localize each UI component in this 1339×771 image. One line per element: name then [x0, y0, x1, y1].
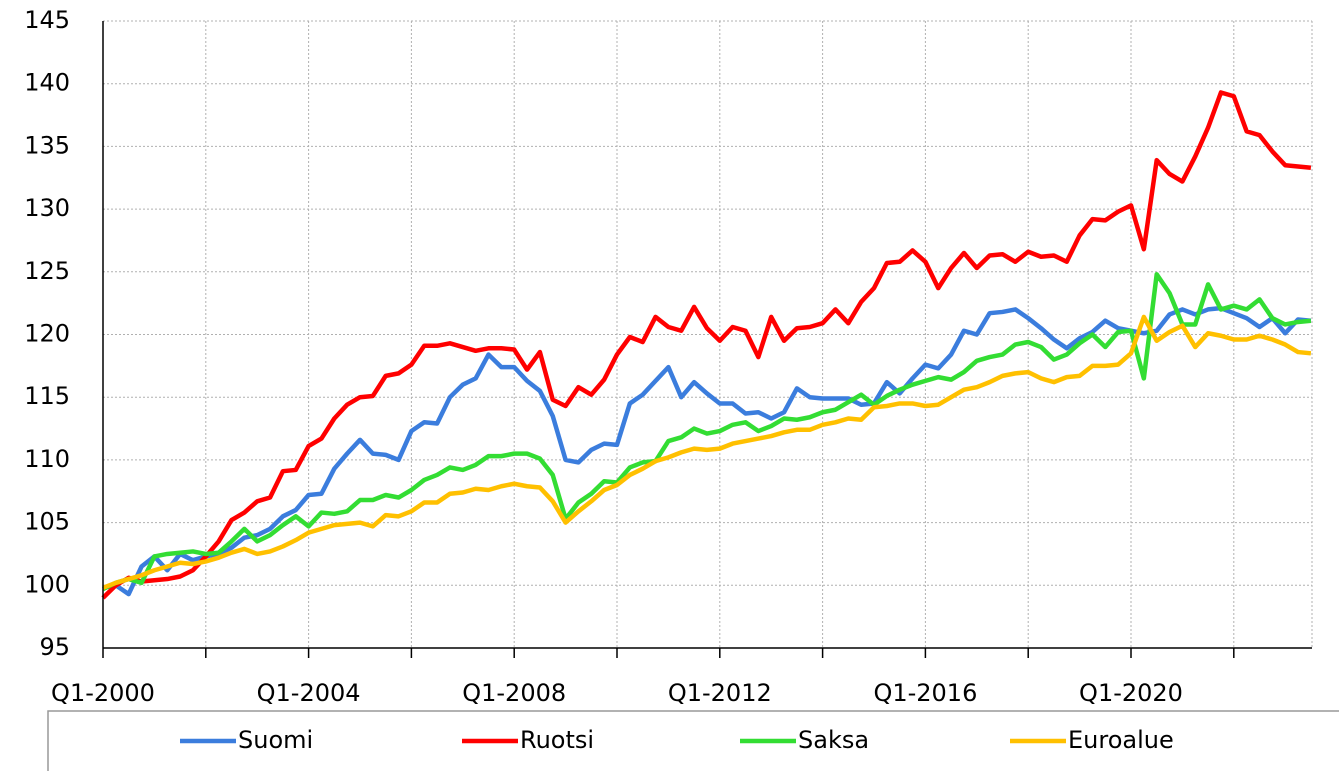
legend-label: Euroalue: [1068, 726, 1174, 754]
x-tick-label: Q1-2012: [668, 679, 772, 707]
x-tick-label: Q1-2016: [873, 679, 977, 707]
y-tick-label: 125: [24, 257, 70, 285]
lines: [101, 90, 1312, 600]
legend: Suomi Ruotsi Saksa Euroalue: [180, 726, 1174, 754]
series-line: [101, 90, 1312, 600]
y-tick-label: 140: [24, 69, 70, 97]
y-tick-label: 135: [24, 131, 70, 159]
x-tick-label: Q1-2020: [1079, 679, 1183, 707]
y-tick-label: 95: [39, 633, 70, 661]
y-tick-label: 110: [24, 445, 70, 473]
series-line: [102, 272, 1312, 592]
y-tick-label: 105: [24, 508, 70, 536]
legend-box: [47, 710, 1339, 771]
y-tick-label: 100: [24, 570, 70, 598]
series-line: [102, 314, 1312, 590]
x-tick-label: Q1-2000: [51, 679, 155, 707]
y-tick-label: 130: [24, 194, 70, 222]
y-tick-label: 145: [24, 6, 70, 34]
y-tick-label: 120: [24, 320, 70, 348]
legend-label: Suomi: [238, 726, 313, 754]
x-tick-label: Q1-2008: [462, 679, 566, 707]
series-line: [102, 305, 1312, 597]
legend-label: Ruotsi: [520, 726, 594, 754]
y-tick-label: 115: [24, 382, 70, 410]
x-tick-label: Q1-2004: [257, 679, 361, 707]
legend-label: Saksa: [798, 726, 869, 754]
